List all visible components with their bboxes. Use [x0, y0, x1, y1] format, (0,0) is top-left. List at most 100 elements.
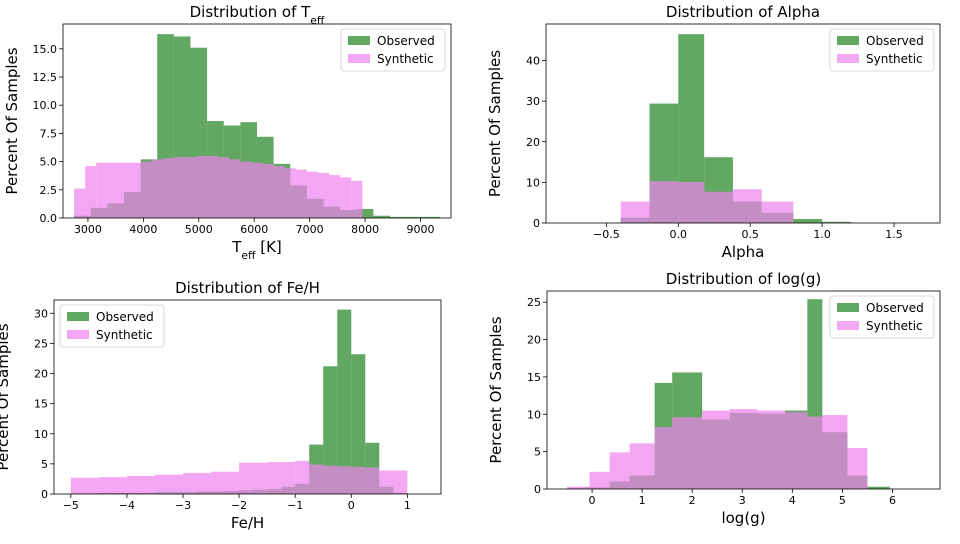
chart-title: Distribution of Alpha: [666, 3, 820, 21]
y-tick-label: 40: [526, 55, 540, 68]
histogram-bar: [306, 171, 318, 218]
histogram-bar: [329, 175, 341, 218]
x-tick-label: 1: [639, 494, 646, 507]
histogram-bar: [183, 472, 212, 494]
histogram-bar: [129, 162, 141, 218]
x-axis-title-main: log(g): [721, 509, 765, 527]
axes-frame: [62, 23, 452, 219]
y-tick-label: 10: [527, 408, 541, 421]
histogram-bar: [309, 464, 324, 494]
histogram-bar: [793, 218, 823, 223]
x-tick-label: 3000: [74, 223, 102, 236]
histogram-bar: [323, 366, 338, 494]
histogram-bar: [654, 426, 673, 489]
series-synthetic: [567, 409, 868, 489]
x-tick-label: −3: [175, 499, 191, 512]
legend-swatch-observed: [837, 303, 859, 312]
histogram-bar: [589, 471, 610, 489]
x-axis-title: Teff [K]: [231, 238, 282, 262]
y-tick-label: 5: [534, 446, 541, 459]
y-tick-label: 0: [41, 488, 48, 501]
histogram-bar: [672, 417, 703, 489]
histogram-bar: [173, 157, 185, 218]
histogram-bar: [295, 460, 310, 494]
histogram-bar: [406, 216, 424, 218]
x-tick-label: 0.0: [670, 228, 688, 241]
y-tick-label: 2.5: [40, 184, 58, 197]
x-tick-label: 5000: [185, 223, 213, 236]
histogram-bar: [629, 443, 655, 489]
y-tick-label: 20: [34, 368, 48, 381]
x-tick-label: −2: [231, 499, 247, 512]
x-axis-title: Alpha: [722, 243, 765, 261]
legend-label-synthetic: Synthetic: [96, 328, 153, 342]
y-tick-label: 20: [527, 334, 541, 347]
x-axis-title-main: Fe/H: [231, 514, 264, 532]
histogram-bar: [729, 409, 758, 489]
x-tick-label: −0.5: [593, 228, 620, 241]
histogram-bar: [732, 189, 762, 223]
y-tick-label: 7.5: [40, 127, 58, 140]
axes-frame: [53, 299, 442, 495]
x-tick-label: 8000: [351, 223, 379, 236]
histogram-bar: [757, 410, 785, 489]
chart-title-main: Distribution of Alpha: [666, 3, 820, 21]
histogram-bar: [284, 168, 296, 218]
histogram-bar: [379, 470, 408, 494]
legend-swatch-synthetic: [348, 54, 370, 63]
y-axis-title: Percent Of Samples: [486, 50, 504, 197]
histogram-bar: [351, 180, 363, 218]
x-tick-label: 6: [889, 494, 896, 507]
x-tick-label: −1: [287, 499, 303, 512]
histogram-bar: [317, 172, 330, 218]
x-axis-title-sub: eff: [241, 249, 256, 262]
y-tick-label: 0: [534, 483, 541, 496]
histogram-bar: [390, 216, 407, 218]
legend-swatch-synthetic: [67, 330, 89, 339]
x-axis-title-main: T: [231, 238, 242, 256]
y-tick-label: 5.0: [40, 156, 58, 169]
histogram-bar: [678, 181, 705, 223]
x-tick-label: 1: [404, 499, 411, 512]
x-tick-label: 2: [689, 494, 696, 507]
x-tick-label: 5: [839, 494, 846, 507]
x-axis-title-main: Alpha: [722, 243, 765, 261]
axes-frame: [545, 23, 941, 224]
histogram-bar: [184, 157, 197, 218]
legend: Observed Synthetic: [829, 295, 935, 339]
histogram-bar: [70, 477, 99, 494]
x-tick-label: 9000: [407, 223, 435, 236]
x-tick-label: −5: [63, 499, 79, 512]
histogram-bar: [118, 162, 130, 218]
chart-title-main: Distribution of Fe/H: [175, 279, 320, 297]
histogram-bar: [154, 474, 183, 494]
legend-label-observed: Observed: [96, 310, 154, 324]
histogram-bar: [211, 471, 240, 494]
y-tick-label: 25: [34, 337, 48, 350]
legend-label-synthetic: Synthetic: [377, 52, 434, 66]
legend-label-synthetic: Synthetic: [866, 319, 923, 333]
chart-title-sub: eff: [310, 14, 325, 27]
y-tick-label: 15.0: [33, 43, 58, 56]
series-synthetic: [74, 155, 363, 218]
histogram-bar: [702, 410, 730, 489]
y-axis-title: Percent Of Samples: [487, 316, 505, 463]
histogram-bar: [267, 462, 296, 494]
histogram-bar: [784, 412, 808, 489]
x-tick-label: 3: [739, 494, 746, 507]
histogram-bar: [807, 416, 823, 489]
x-tick-label: −4: [119, 499, 135, 512]
subplot-2: −0.5 0.0 0.5 1.0 1.5 0 10 20 30 40 Distribution of…: [486, 3, 941, 261]
legend-label-observed: Observed: [866, 34, 924, 48]
histogram-bar: [649, 181, 679, 223]
subplot-1: 3000 4000 5000 6000 7000 8000 9000 0.0 2.5 5.0 7.5…: [3, 3, 452, 262]
histogram-bar: [351, 466, 366, 494]
x-tick-label: 1.5: [885, 228, 903, 241]
histogram-bar: [847, 447, 868, 489]
histogram-bar: [609, 452, 630, 489]
x-tick-label: 0: [348, 499, 355, 512]
histogram-bar: [240, 161, 252, 218]
x-tick-label: 4: [789, 494, 796, 507]
